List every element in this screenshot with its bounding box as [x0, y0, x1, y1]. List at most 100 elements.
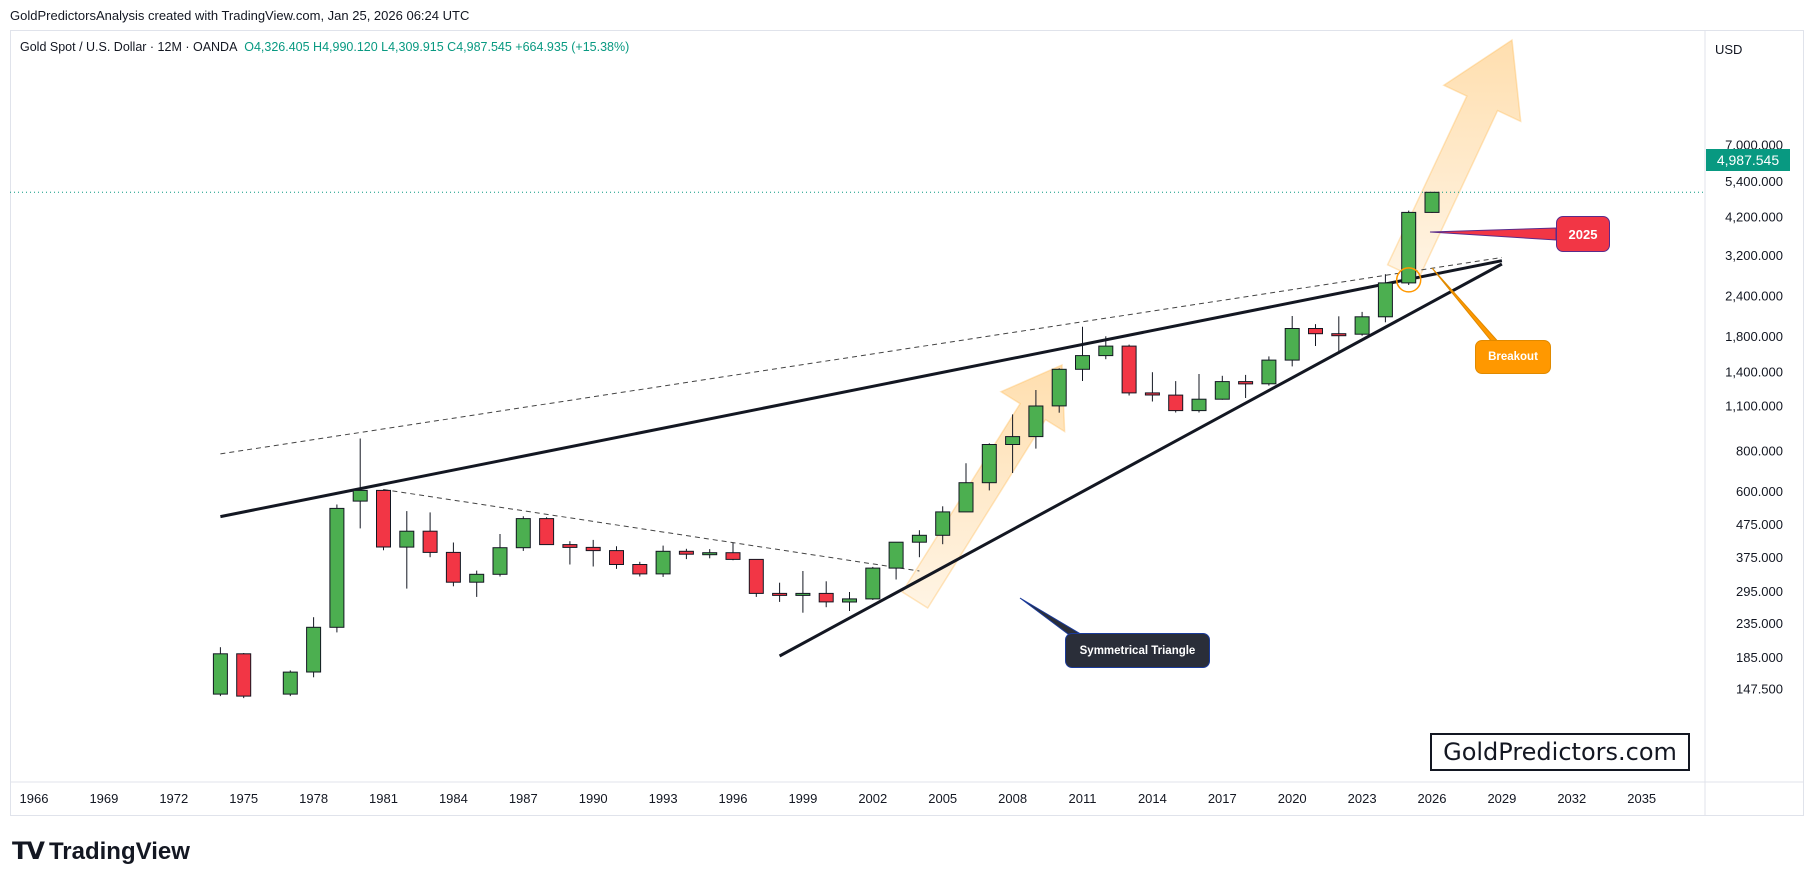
candle-body [772, 592, 788, 596]
candle-body [306, 626, 322, 673]
price-tick-label: 235.000 [1736, 616, 1783, 631]
candle-body [609, 550, 624, 565]
candle-body [1331, 333, 1347, 337]
candle-body [795, 592, 811, 596]
candle-body [1121, 345, 1137, 394]
time-tick-label: 2029 [1487, 791, 1516, 806]
callout-2025-pointer [1429, 227, 1557, 241]
candle-body [585, 546, 601, 552]
candle-body [842, 598, 857, 603]
price-tick-label: 2,400.000 [1725, 288, 1783, 303]
candle-body [888, 541, 904, 569]
candle-body [515, 518, 531, 549]
candle-body [282, 671, 298, 695]
time-tick-label: 2035 [1627, 791, 1656, 806]
tradingview-logo[interactable]: 𝗧𝗩 TradingView [12, 837, 190, 866]
callout-symmetrical-triangle: Symmetrical Triangle [1065, 633, 1210, 668]
time-tick-label: 1969 [89, 791, 118, 806]
trend-arrow-2000s [901, 363, 1066, 610]
candle-body [935, 511, 951, 536]
callout-2025: 2025 [1556, 216, 1610, 252]
price-tick-label: 800.000 [1736, 443, 1783, 458]
last-price-tag: 4,987.545 [1706, 149, 1790, 171]
brand-watermark: GoldPredictors.com [1430, 733, 1690, 771]
candle-body [748, 558, 764, 594]
candle-body [1168, 394, 1184, 412]
symbol-name: Gold Spot / U.S. Dollar · 12M · OANDA [20, 40, 237, 54]
candle-body [1284, 328, 1300, 361]
time-tick-label: 1978 [299, 791, 328, 806]
time-tick-label: 1990 [579, 791, 608, 806]
callout-breakout: Breakout [1475, 340, 1551, 374]
candle-body [539, 518, 555, 546]
candle-body [1051, 368, 1067, 407]
price-tick-label: 5,400.000 [1725, 174, 1783, 189]
candle-body [1098, 345, 1114, 357]
time-tick-label: 1987 [509, 791, 538, 806]
candle-body [958, 482, 974, 513]
chart-caption: GoldPredictorsAnalysis created with Trad… [10, 8, 470, 23]
time-tick-label: 2032 [1557, 791, 1586, 806]
tradingview-logo-text: TradingView [48, 837, 190, 865]
candle-body [422, 530, 438, 553]
candle-body [632, 564, 648, 575]
candle-body [1238, 381, 1254, 385]
price-tick-label: 3,200.000 [1725, 248, 1783, 263]
candle-body [1424, 191, 1440, 213]
candle-body [236, 653, 252, 697]
price-tick-label: 600.000 [1736, 484, 1783, 499]
time-tick-label: 1996 [719, 791, 748, 806]
time-tick-label: 1966 [20, 791, 49, 806]
price-tick-label: 375.000 [1736, 550, 1783, 565]
price-tick-label: 147.500 [1736, 682, 1783, 697]
time-tick-label: 2014 [1138, 791, 1167, 806]
callout-breakout-pointer [1431, 267, 1503, 347]
triangle-upper-line [220, 259, 1503, 519]
candle-body [1144, 392, 1160, 396]
candle-body [1308, 328, 1323, 335]
trend-arrow-breakout [1386, 38, 1522, 281]
candle-body [678, 550, 694, 555]
time-tick-label: 1981 [369, 791, 398, 806]
candle-body [911, 534, 927, 543]
price-tick-label: 475.000 [1736, 517, 1783, 532]
candle-body [1191, 398, 1207, 412]
currency-label[interactable]: USD [1715, 42, 1743, 57]
ohlc-values: O4,326.405 H4,990.120 L4,309.915 C4,987.… [244, 40, 630, 54]
descending-dashed-line [383, 489, 920, 572]
candle-body [818, 592, 834, 603]
time-tick-label: 2008 [998, 791, 1027, 806]
candle-body [399, 530, 415, 548]
time-tick-label: 2020 [1278, 791, 1307, 806]
candle-body [725, 552, 741, 560]
price-tick-label: 1,400.000 [1725, 364, 1783, 379]
candle-body [562, 544, 578, 548]
candle-body [1261, 359, 1277, 385]
candle-body [469, 573, 485, 583]
candle-body [1401, 211, 1417, 284]
price-tick-label: 295.000 [1736, 584, 1783, 599]
time-tick-label: 2026 [1418, 791, 1447, 806]
time-tick-label: 2002 [858, 791, 887, 806]
symbol-legend[interactable]: Gold Spot / U.S. Dollar · 12M · OANDA O4… [20, 40, 629, 54]
candle-body [329, 507, 345, 628]
candle-body [655, 550, 671, 575]
candle-body [865, 567, 881, 600]
time-tick-label: 1999 [788, 791, 817, 806]
candle-body [352, 489, 368, 502]
tradingview-logo-icon: 𝗧𝗩 [12, 838, 45, 865]
candle-body [1354, 316, 1370, 335]
price-tick-label: 1,800.000 [1725, 329, 1783, 344]
candle-body [1005, 436, 1021, 446]
breakout-circle-icon [1395, 267, 1422, 293]
time-tick-label: 1972 [159, 791, 188, 806]
price-tick-label: 185.000 [1736, 650, 1783, 665]
time-tick-label: 1975 [229, 791, 258, 806]
candle-body [445, 551, 461, 583]
time-tick-label: 2011 [1069, 791, 1097, 806]
chart-frame [10, 30, 1804, 816]
candle-body [492, 547, 508, 575]
candle-body [981, 444, 997, 484]
candle-body [1214, 381, 1230, 400]
